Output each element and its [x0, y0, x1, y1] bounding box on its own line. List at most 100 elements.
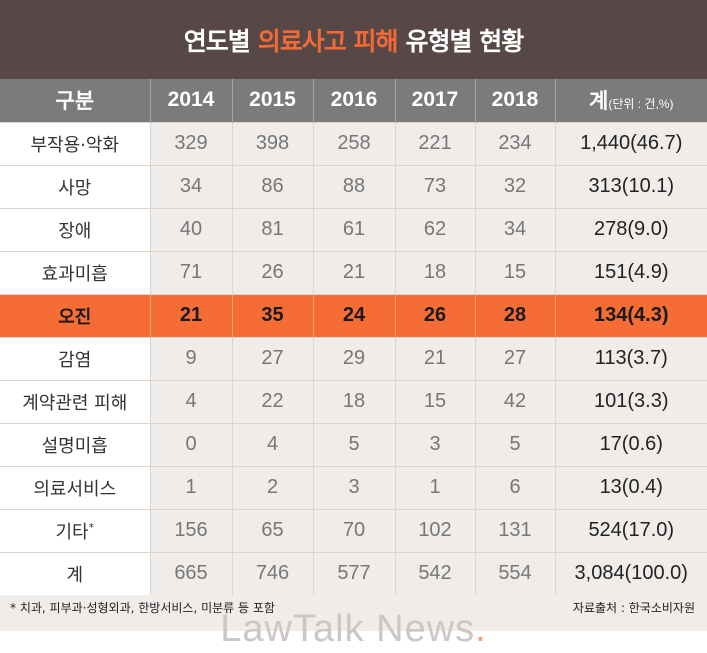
row-label-text: 설명미흡 — [41, 435, 108, 457]
table-row: 계 665 746 577 542 554 3,084(100.0) — [0, 551, 707, 595]
cell-value: 398 — [231, 121, 313, 165]
header-category: 구분 — [0, 79, 150, 122]
table-row: 계약관련 피해 4 22 18 15 42 101(3.3) — [0, 379, 707, 423]
table-row: 설명미흡 0 4 5 3 5 17(0.6) — [0, 422, 707, 466]
row-label: 효과미흡 — [0, 250, 150, 294]
cell-value: 577 — [312, 551, 395, 595]
data-table: 구분 2014 2015 2016 2017 2018 계(단위 : 건,%) … — [0, 79, 707, 595]
cell-total: 278(9.0) — [554, 207, 707, 251]
cell-value: 22 — [231, 379, 313, 423]
watermark-logo: LawTalk News. — [0, 608, 707, 651]
row-label: 장애 — [0, 207, 150, 251]
row-label: 계 — [0, 551, 150, 595]
table-row-highlighted: 오진 21 35 24 26 28 134(4.3) — [0, 293, 707, 337]
row-label: 설명미흡 — [0, 422, 150, 466]
cell-value: 27 — [474, 336, 555, 380]
footnote: * 치과, 피부과·성형외과, 한방서비스, 미분류 등 포함 — [10, 601, 275, 615]
cell-value: 27 — [231, 336, 313, 380]
cell-value: 42 — [474, 379, 555, 423]
cell-value: 21 — [149, 293, 232, 337]
header-year: 2015 — [231, 79, 313, 122]
cell-value: 70 — [312, 508, 395, 552]
page-title: 연도별 의료사고 피해 유형별 현황 — [0, 0, 707, 79]
cell-value: 9 — [149, 336, 232, 380]
row-label: 의료서비스 — [0, 465, 150, 509]
cell-value: 15 — [394, 379, 475, 423]
cell-total: 13(0.4) — [554, 465, 707, 509]
cell-value: 88 — [312, 164, 395, 208]
unit-label: (단위 : 건,%) — [608, 97, 674, 112]
cell-value: 71 — [149, 250, 232, 294]
source: 자료출처 : 한국소비자원 — [572, 601, 695, 615]
footer: * 치과, 피부과·성형외과, 한방서비스, 미분류 등 포함 자료출처 : 한… — [0, 595, 707, 631]
row-label-text: 오진 — [58, 306, 92, 328]
cell-value: 156 — [149, 508, 232, 552]
cell-total: 101(3.3) — [554, 379, 707, 423]
cell-value: 81 — [231, 207, 313, 251]
cell-value: 746 — [231, 551, 313, 595]
header-year: 2016 — [312, 79, 395, 122]
cell-total: 524(17.0) — [554, 508, 707, 552]
cell-value: 21 — [312, 250, 395, 294]
cell-value: 73 — [394, 164, 475, 208]
cell-value: 15 — [474, 250, 555, 294]
cell-value: 3 — [394, 422, 475, 466]
row-label: 부작용·악화 — [0, 121, 150, 165]
cell-value: 35 — [231, 293, 313, 337]
cell-value: 40 — [149, 207, 232, 251]
table-row: 장애 40 81 61 62 34 278(9.0) — [0, 207, 707, 251]
cell-value: 329 — [149, 121, 232, 165]
watermark-dot: . — [475, 608, 487, 650]
header-year: 2017 — [394, 79, 475, 122]
title-post: 유형별 현황 — [405, 26, 525, 56]
row-label: 오진 — [0, 293, 150, 337]
row-label-text: 계 — [66, 564, 84, 586]
cell-value: 62 — [394, 207, 475, 251]
cell-value: 6 — [474, 465, 555, 509]
cell-value: 86 — [231, 164, 313, 208]
cell-value: 1 — [394, 465, 475, 509]
cell-value: 5 — [312, 422, 395, 466]
row-label-text: 장애 — [58, 220, 92, 242]
table-row: 의료서비스 1 2 3 1 6 13(0.4) — [0, 465, 707, 509]
cell-total: 151(4.9) — [554, 250, 707, 294]
table-row: 사망 34 86 88 73 32 313(10.1) — [0, 164, 707, 208]
cell-total: 113(3.7) — [554, 336, 707, 380]
cell-value: 5 — [474, 422, 555, 466]
cell-value: 258 — [312, 121, 395, 165]
title-pre: 연도별 — [183, 26, 251, 56]
table-row: 부작용·악화 329 398 258 221 234 1,440(46.7) — [0, 121, 707, 165]
row-label: 계약관련 피해 — [0, 379, 150, 423]
cell-value: 61 — [312, 207, 395, 251]
cell-value: 21 — [394, 336, 475, 380]
header-total: 계(단위 : 건,%) — [554, 79, 707, 122]
cell-value: 24 — [312, 293, 395, 337]
cell-value: 3 — [312, 465, 395, 509]
cell-total: 17(0.6) — [554, 422, 707, 466]
cell-value: 665 — [149, 551, 232, 595]
table-row: 기타* 156 65 70 102 131 524(17.0) — [0, 508, 707, 552]
cell-value: 18 — [312, 379, 395, 423]
cell-value: 221 — [394, 121, 475, 165]
row-label-text: 효과미흡 — [41, 263, 108, 285]
cell-value: 34 — [149, 164, 232, 208]
cell-value: 65 — [231, 508, 313, 552]
cell-value: 4 — [231, 422, 313, 466]
cell-value: 1 — [149, 465, 232, 509]
header-total-label: 계 — [589, 90, 609, 114]
row-label-text: 감염 — [58, 349, 92, 371]
cell-value: 4 — [149, 379, 232, 423]
header-row: 구분 2014 2015 2016 2017 2018 계(단위 : 건,%) — [0, 79, 707, 122]
cell-value: 542 — [394, 551, 475, 595]
row-label-text: 사망 — [58, 177, 92, 199]
row-label: 기타* — [0, 508, 150, 552]
table-row: 감염 9 27 29 21 27 113(3.7) — [0, 336, 707, 380]
cell-value: 32 — [474, 164, 555, 208]
cell-total: 1,440(46.7) — [554, 121, 707, 165]
row-label-text: 의료서비스 — [33, 478, 117, 500]
cell-value: 34 — [474, 207, 555, 251]
row-label-text: 기타 — [55, 521, 89, 543]
watermark-text: LawTalk News — [220, 608, 476, 650]
cell-value: 26 — [394, 293, 475, 337]
cell-value: 28 — [474, 293, 555, 337]
